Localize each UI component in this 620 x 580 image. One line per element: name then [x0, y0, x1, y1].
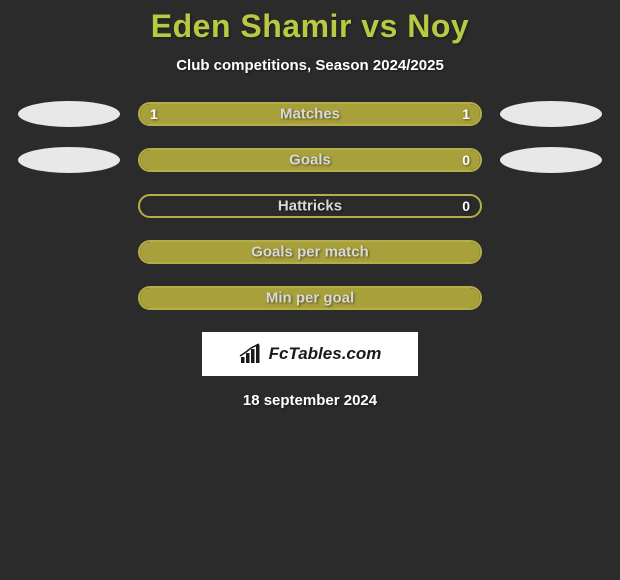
stat-bar: Goals0	[138, 148, 482, 172]
bar-fill	[140, 242, 480, 262]
subtitle: Club competitions, Season 2024/2025	[0, 57, 620, 74]
stat-row: Hattricks0	[0, 194, 620, 218]
right-ellipse	[500, 147, 602, 173]
stat-bar: Min per goal	[138, 286, 482, 310]
left-ellipse	[18, 147, 120, 173]
page-title: Eden Shamir vs Noy	[0, 8, 620, 45]
left-ellipse	[18, 101, 120, 127]
stat-row: Goals per match	[0, 240, 620, 264]
stat-row: Goals0	[0, 148, 620, 172]
stat-row: Min per goal	[0, 286, 620, 310]
right-ellipse	[500, 101, 602, 127]
date-text: 18 september 2024	[0, 392, 620, 409]
chart-container: Eden Shamir vs Noy Club competitions, Se…	[0, 0, 620, 409]
bar-fill	[140, 104, 480, 124]
stat-label: Hattricks	[140, 198, 480, 215]
stat-bar: Hattricks0	[138, 194, 482, 218]
stat-bar: 1Matches1	[138, 102, 482, 126]
rows-wrapper: 1Matches1 Goals0 Hattricks0 Goals per match…	[0, 102, 620, 310]
stat-row: 1Matches1	[0, 102, 620, 126]
bar-fill	[140, 150, 480, 170]
stat-bar: Goals per match	[138, 240, 482, 264]
chart-icon	[239, 343, 265, 365]
brand-box[interactable]: FcTables.com	[202, 332, 418, 376]
brand-text: FcTables.com	[269, 344, 382, 364]
bar-fill	[140, 288, 480, 308]
right-value: 0	[462, 198, 470, 214]
